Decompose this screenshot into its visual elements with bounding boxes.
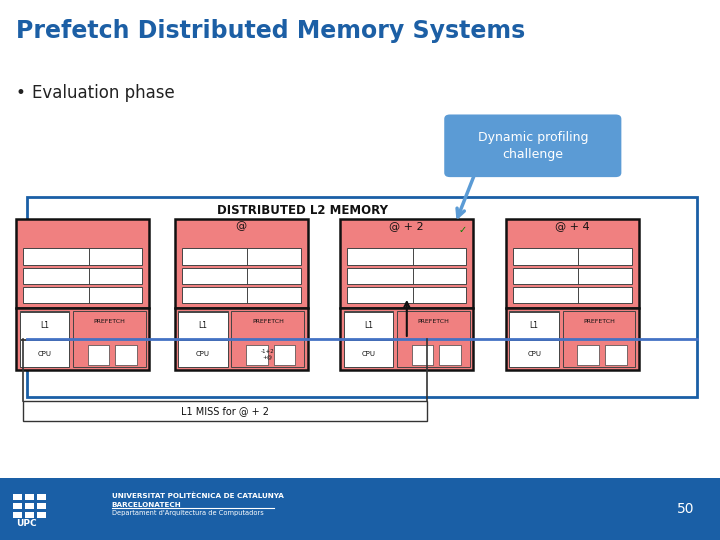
Bar — [439, 345, 461, 364]
Bar — [25, 512, 34, 518]
Bar — [340, 219, 474, 308]
Bar — [246, 345, 268, 364]
Text: •: • — [16, 84, 26, 102]
Text: CPU: CPU — [361, 351, 376, 357]
Text: PREFETCH: PREFETCH — [94, 319, 125, 323]
Bar — [17, 308, 150, 370]
Bar — [17, 219, 150, 308]
FancyBboxPatch shape — [444, 114, 621, 177]
Text: L1 MISS for @ + 2: L1 MISS for @ + 2 — [181, 406, 269, 416]
Bar — [505, 219, 639, 308]
Bar — [24, 268, 143, 284]
Bar — [0, 478, 720, 540]
Bar — [24, 287, 143, 303]
Text: PREFETCH: PREFETCH — [252, 319, 284, 323]
Text: @ + 2: @ + 2 — [390, 221, 424, 232]
Text: Departament d'Arquitectura de Computadors: Departament d'Arquitectura de Computador… — [112, 510, 264, 516]
Bar — [412, 345, 433, 364]
Bar — [505, 308, 639, 370]
Bar — [13, 503, 22, 509]
Bar — [513, 268, 632, 284]
Bar — [344, 312, 393, 339]
Text: -1+2
+@: -1+2 +@ — [261, 349, 275, 360]
Bar — [513, 248, 632, 265]
Bar — [175, 219, 308, 308]
Bar — [563, 310, 635, 367]
Bar — [175, 308, 308, 370]
Bar — [115, 345, 137, 364]
Text: CPU: CPU — [196, 351, 210, 357]
Bar — [340, 308, 474, 370]
Bar — [347, 268, 467, 284]
Bar — [73, 310, 145, 367]
Text: BARCELONATECH: BARCELONATECH — [112, 502, 181, 508]
Bar — [25, 494, 34, 500]
Bar — [13, 494, 22, 500]
Text: Dynamic profiling
challenge: Dynamic profiling challenge — [477, 131, 588, 161]
Bar — [37, 512, 46, 518]
Text: L1: L1 — [530, 321, 539, 330]
Bar — [20, 312, 69, 339]
Text: ✓: ✓ — [459, 225, 467, 235]
Text: @: @ — [235, 221, 247, 232]
Text: L1: L1 — [364, 321, 373, 330]
Bar — [347, 248, 467, 265]
Text: Prefetch Distributed Memory Systems: Prefetch Distributed Memory Systems — [16, 19, 525, 43]
Bar — [179, 312, 228, 339]
Bar — [179, 341, 228, 367]
Bar — [181, 287, 301, 303]
Bar — [24, 248, 143, 265]
Bar — [344, 341, 393, 367]
Text: DISTRIBUTED L2 MEMORY: DISTRIBUTED L2 MEMORY — [217, 204, 388, 217]
Text: L1: L1 — [199, 321, 207, 330]
Bar — [88, 345, 109, 364]
Text: @ + 4: @ + 4 — [555, 221, 590, 232]
Bar — [513, 287, 632, 303]
Text: 50: 50 — [678, 502, 695, 516]
Bar — [347, 287, 467, 303]
Bar — [179, 310, 228, 367]
Text: UNIVERSITAT POLITÈCNICA DE CATALUNYA: UNIVERSITAT POLITÈCNICA DE CATALUNYA — [112, 492, 284, 499]
Bar — [510, 310, 559, 367]
Text: PREFETCH: PREFETCH — [583, 319, 615, 323]
Text: PREFETCH: PREFETCH — [418, 319, 449, 323]
Bar — [27, 197, 697, 397]
Bar — [397, 310, 469, 367]
Text: UPC: UPC — [17, 519, 37, 528]
Bar — [605, 345, 626, 364]
Bar — [25, 503, 34, 509]
Bar — [20, 310, 69, 367]
Bar — [344, 310, 393, 367]
Text: L1: L1 — [40, 321, 49, 330]
Bar — [577, 345, 599, 364]
Bar — [24, 401, 427, 421]
Bar — [232, 310, 304, 367]
Bar — [181, 248, 301, 265]
Bar — [181, 268, 301, 284]
Text: Evaluation phase: Evaluation phase — [32, 84, 175, 102]
Bar — [20, 341, 69, 367]
Bar — [13, 512, 22, 518]
Text: CPU: CPU — [527, 351, 541, 357]
Bar — [37, 494, 46, 500]
Bar — [510, 341, 559, 367]
Text: CPU: CPU — [37, 351, 52, 357]
Bar — [37, 503, 46, 509]
Bar — [274, 345, 295, 364]
Bar — [510, 312, 559, 339]
